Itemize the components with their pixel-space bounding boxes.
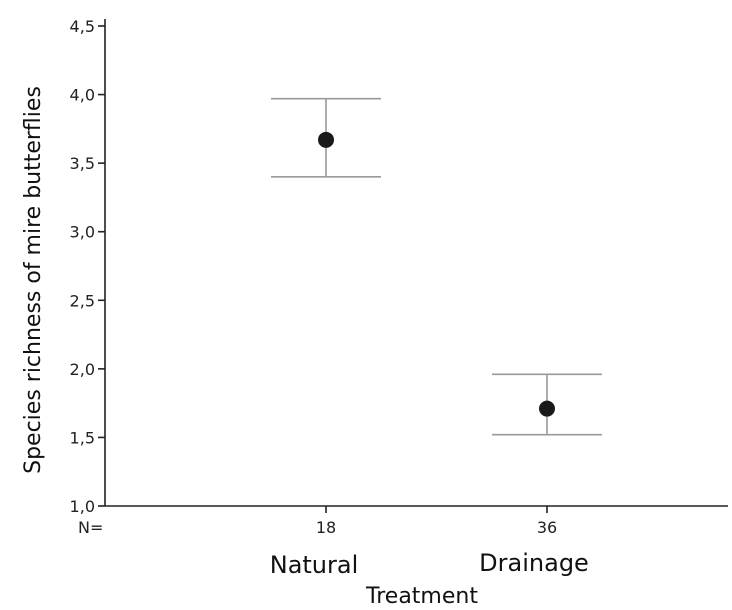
n-prefix-label: N= [78, 518, 103, 537]
y-tick-label: 1,5 [70, 428, 95, 447]
y-tick-label: 3,0 [70, 223, 95, 242]
y-tick-label: 2,0 [70, 360, 95, 379]
category-label-natural: Natural [270, 551, 359, 579]
n-value-label: 18 [316, 518, 336, 537]
y-tick-label: 2,5 [70, 291, 95, 310]
y-tick-label: 3,5 [70, 154, 95, 173]
y-tick-label: 4,0 [70, 86, 95, 105]
category-label-drainage: Drainage [479, 549, 589, 577]
data-point [318, 131, 334, 148]
error-bars [271, 97, 602, 436]
y-ticks: 1,0 1,5 2,0 2,5 3,0 3,5 4,0 4,5 [70, 17, 105, 516]
data-point [539, 400, 555, 417]
y-axis-title: Species richness of mire butterflies [21, 86, 46, 474]
x-ticks: 18 36 [316, 506, 557, 537]
x-axis-title: Treatment [365, 584, 478, 609]
y-tick-label: 1,0 [70, 497, 95, 516]
n-value-label: 36 [537, 518, 557, 537]
y-tick-label: 4,5 [70, 17, 95, 36]
data-points [318, 131, 555, 417]
